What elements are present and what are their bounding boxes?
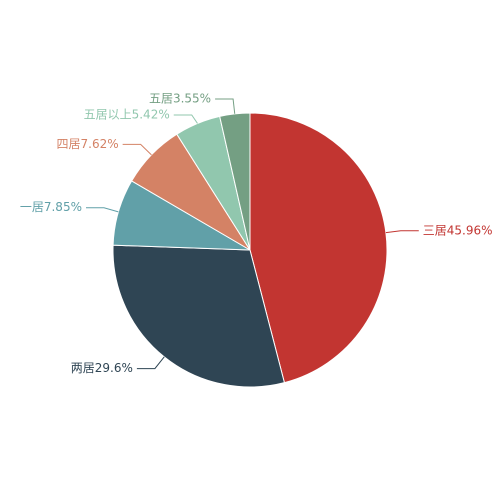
label-line	[136, 356, 165, 370]
data-label: 两居29.6%	[71, 361, 133, 375]
data-label: 三居45.96%	[423, 223, 493, 237]
data-label: 一居7.85%	[20, 200, 82, 214]
pie-slice	[112, 244, 286, 388]
label-line	[385, 230, 419, 234]
label-line	[215, 98, 236, 114]
data-label: 四居7.62%	[57, 137, 119, 151]
label-line	[173, 114, 198, 124]
label-line	[122, 143, 152, 156]
label-line	[85, 207, 119, 213]
data-label: 五居3.55%	[149, 91, 211, 105]
data-label: 五居以上5.42%	[84, 107, 170, 121]
pie-slice	[249, 112, 388, 384]
